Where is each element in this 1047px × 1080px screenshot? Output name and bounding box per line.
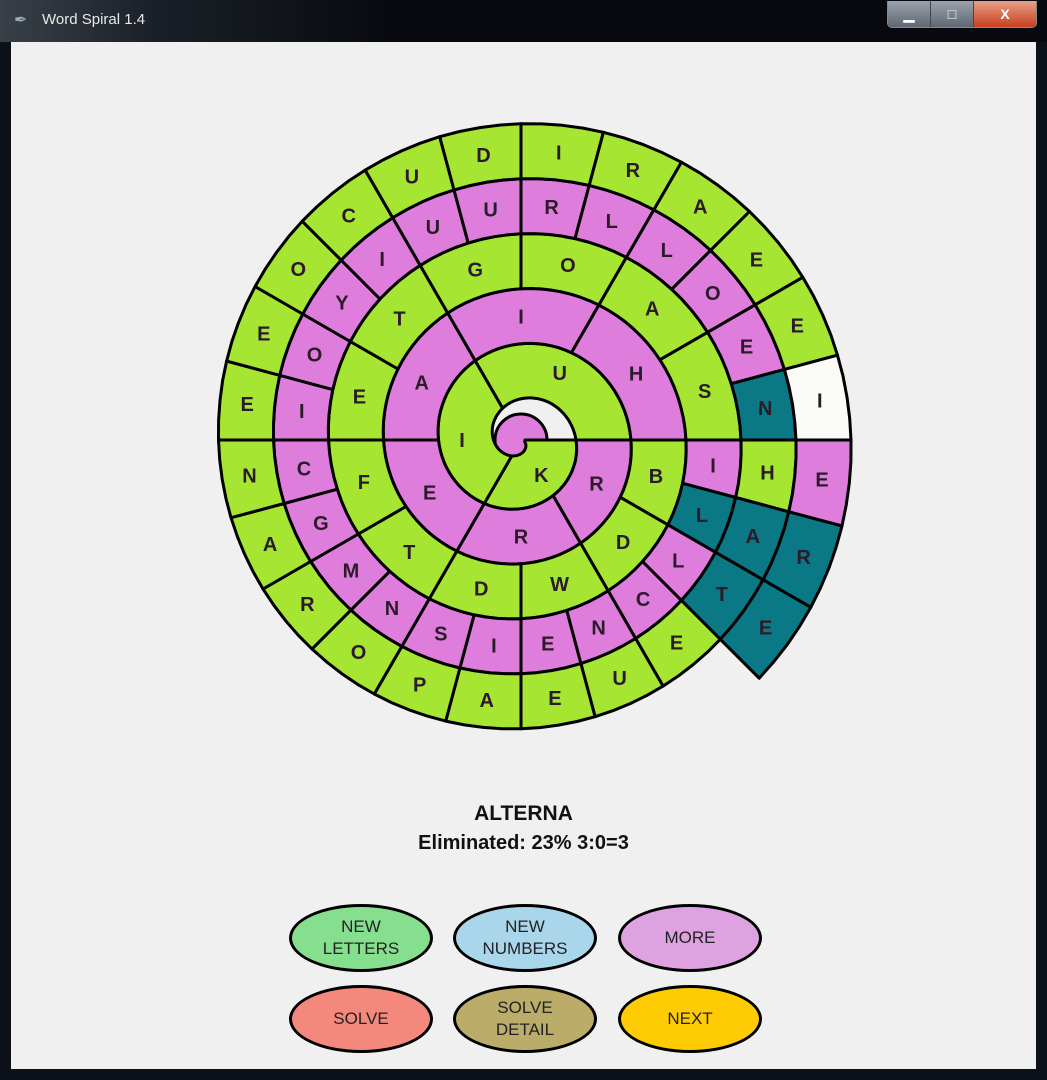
cell-letter: U — [405, 166, 419, 188]
cell-letter: W — [550, 574, 569, 596]
cell-letter: O — [307, 344, 323, 366]
cell-letter: I — [379, 249, 385, 271]
eliminated-status: Eliminated: 23% 3:0=3 — [418, 832, 629, 854]
cell-letter: E — [353, 387, 366, 409]
more-button[interactable]: MORE — [618, 904, 762, 972]
cell-letter: R — [796, 547, 811, 569]
cell-letter: I — [710, 455, 716, 477]
cell-shape — [718, 578, 813, 680]
caption-buttons: ▁ □ X — [887, 1, 1037, 28]
spiral-cell[interactable]: L — [573, 183, 656, 259]
cell-letter: C — [297, 459, 311, 481]
close-button[interactable]: X — [974, 1, 1036, 27]
cell-letter: S — [698, 381, 711, 403]
feather-icon: ✒ — [14, 12, 28, 29]
cell-letter: A — [693, 196, 707, 218]
cell-letter: A — [263, 534, 277, 556]
cell-letter: R — [514, 526, 529, 548]
cell-letter: T — [403, 542, 415, 564]
cell-letter: O — [705, 283, 721, 305]
cell-letter: N — [385, 598, 399, 620]
cell-letter: R — [544, 197, 559, 219]
cell-letter: O — [291, 259, 307, 281]
cell-letter: H — [629, 364, 643, 386]
spiral-cell[interactable]: I — [782, 353, 853, 442]
cell-letter: N — [242, 466, 256, 488]
cell-letter: A — [415, 373, 429, 395]
cell-letter: C — [341, 205, 355, 227]
spiral-cell[interactable]: N — [217, 438, 286, 520]
cell-letter: G — [313, 513, 329, 535]
cell-letter: M — [343, 560, 360, 582]
spiral-cell[interactable]: A — [444, 666, 523, 731]
cell-letter: C — [636, 589, 650, 611]
next-button[interactable]: NEXT — [618, 985, 762, 1053]
cell-letter: R — [300, 594, 315, 616]
cell-letter: E — [670, 633, 683, 655]
cell-letter: O — [560, 255, 576, 277]
solve-button[interactable]: SOLVE — [289, 985, 433, 1053]
cell-letter: L — [672, 551, 684, 573]
cell-letter: L — [696, 505, 708, 527]
cell-letter: L — [606, 211, 618, 233]
cell-letter: E — [548, 688, 561, 710]
spiral-cell[interactable]: E — [718, 578, 813, 680]
cell-letter: E — [257, 323, 270, 345]
title-bar: ✒ Word Spiral 1.4 ▁ □ X — [0, 0, 1047, 42]
cell-letter: U — [426, 217, 440, 239]
spiral-cell[interactable]: D — [438, 122, 523, 192]
cell-letter: E — [740, 337, 753, 359]
maximize-button[interactable]: □ — [931, 1, 974, 27]
cell-letter: N — [758, 398, 772, 420]
minimize-button[interactable]: ▁ — [888, 1, 931, 27]
spiral-cell[interactable]: C — [272, 438, 339, 505]
cell-letter: U — [552, 363, 566, 385]
cell-letter: E — [541, 633, 554, 655]
cell-letter: A — [746, 526, 760, 548]
spiral-cell[interactable]: E — [519, 662, 597, 731]
spiral-cell[interactable]: A — [229, 502, 313, 591]
cell-letter: T — [716, 584, 728, 606]
window-title: Word Spiral 1.4 — [42, 11, 146, 28]
cell-letter: G — [468, 260, 484, 282]
cell-letter: D — [474, 578, 488, 600]
cell-letter: E — [791, 316, 804, 338]
cell-letter: D — [616, 532, 630, 554]
cell-letter: S — [434, 624, 447, 646]
cell-letter: U — [483, 199, 497, 221]
cell-letter: R — [626, 160, 641, 182]
current-word: ALTERNA — [474, 802, 573, 825]
cell-letter: I — [299, 401, 305, 423]
cell-letter: I — [459, 430, 465, 452]
cell-letter: E — [750, 249, 763, 271]
cell-letter: A — [480, 690, 494, 712]
cell-letter: D — [476, 145, 490, 167]
cell-letter: I — [817, 391, 823, 413]
new-letters-button[interactable]: NEW LETTERS — [289, 904, 433, 972]
cell-letter: U — [612, 668, 626, 690]
cell-letter: O — [351, 642, 367, 664]
cell-letter: T — [393, 308, 405, 330]
cell-letter: A — [645, 299, 659, 321]
cell-letter: B — [649, 466, 663, 488]
cell-letter: I — [491, 636, 497, 658]
spiral-cell[interactable]: E — [634, 598, 722, 688]
solve-detail-button[interactable]: SOLVE DETAIL — [453, 985, 597, 1053]
cell-letter: P — [413, 675, 426, 697]
cell-letter: H — [760, 462, 774, 484]
cell-letter: E — [759, 618, 772, 640]
cell-letter: R — [589, 474, 604, 496]
cell-letter: E — [815, 470, 828, 492]
cell-letter: K — [534, 465, 549, 487]
cell-letter: F — [358, 472, 370, 494]
new-numbers-button[interactable]: NEW NUMBERS — [453, 904, 597, 972]
cell-letter: I — [518, 306, 524, 328]
cell-letter: I — [556, 143, 562, 165]
cell-letter: E — [241, 394, 254, 416]
cell-letter: L — [661, 240, 673, 262]
cell-letter: E — [423, 483, 436, 505]
cell-letter: N — [591, 617, 605, 639]
cell-letter: Y — [335, 293, 349, 315]
